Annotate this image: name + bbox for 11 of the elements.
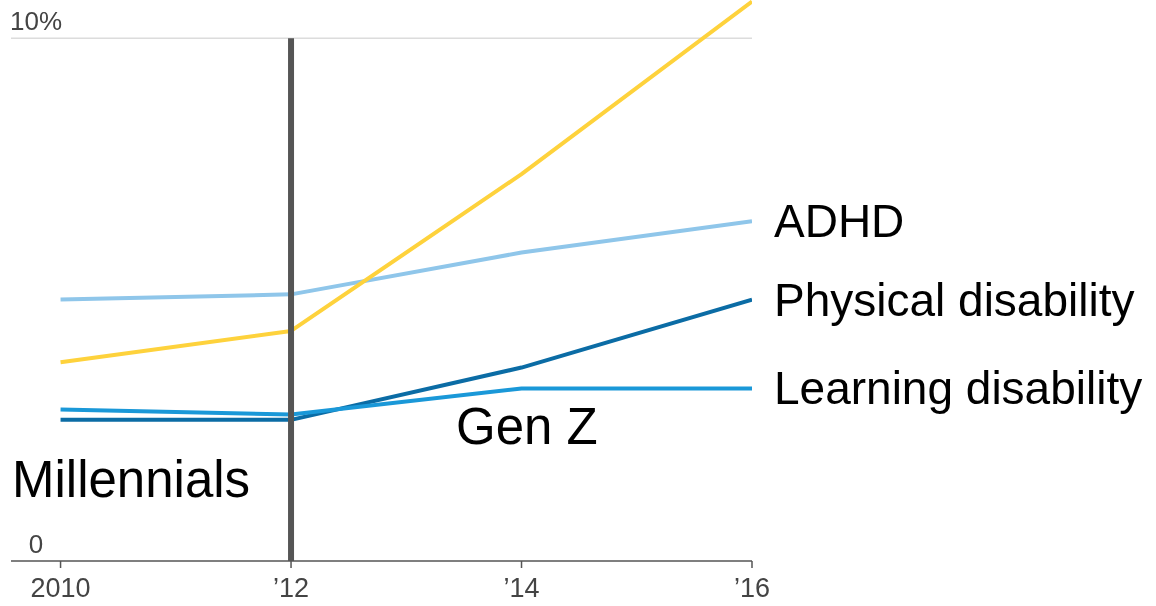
- x-tick-label: ’14: [503, 573, 540, 604]
- series-label: ADHD: [774, 195, 905, 248]
- x-tick-label: ’12: [273, 573, 310, 604]
- y-tick-label: 10%: [9, 6, 63, 37]
- x-tick-label: ’16: [733, 573, 771, 604]
- y-tick-label: 0: [28, 529, 44, 559]
- x-tick-label: 2010: [30, 573, 91, 604]
- series-label: Physical disability: [774, 273, 1135, 326]
- annotation: Gen Z: [456, 398, 598, 457]
- series-label: Learning disability: [774, 362, 1143, 415]
- annotation: Millennials: [12, 451, 251, 510]
